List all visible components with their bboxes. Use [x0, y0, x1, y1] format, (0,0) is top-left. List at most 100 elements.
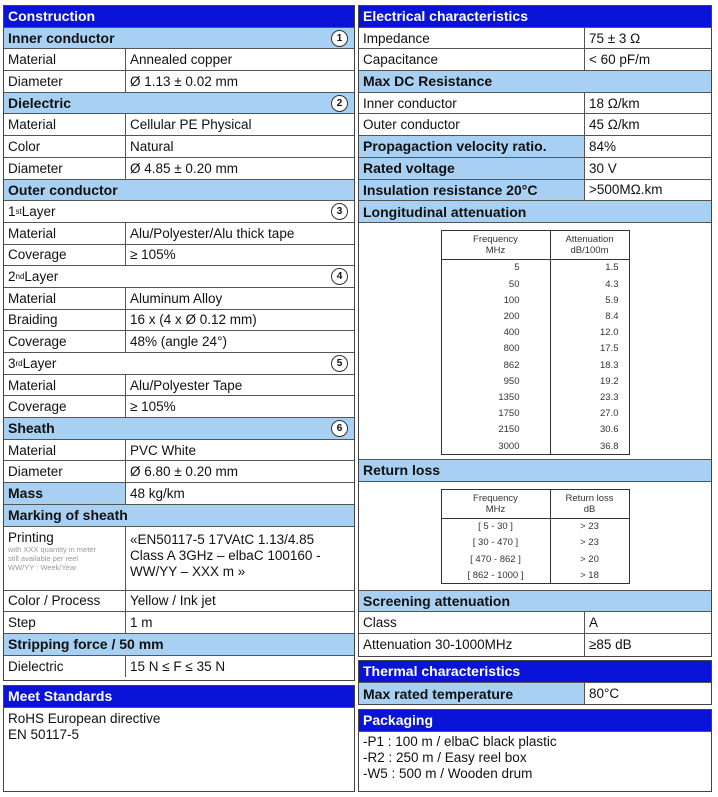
spec-label: Diameter	[4, 157, 126, 179]
column-header-line: Attenuation	[565, 233, 614, 245]
section-title-dielectric-text: Dielectric	[8, 95, 72, 112]
spec-value: A	[589, 615, 599, 631]
table-row: 800 17.5	[441, 340, 629, 357]
frequency-cell: 1750	[441, 405, 551, 422]
spec-row: Material PVC White	[4, 439, 354, 462]
spec-value: PVC White	[130, 442, 197, 458]
frequency-cell: 1350	[441, 389, 551, 406]
table-row: 1350 23.3	[441, 389, 629, 406]
table-row: [ 30 - 470 ] > 23	[441, 534, 629, 551]
spec-row: Coverage ≥ 105%	[4, 244, 354, 267]
electrical-panel: Electrical characteristics Impedance 75 ± …	[358, 5, 712, 657]
frequency-cell: 3000	[441, 437, 551, 455]
spec-value: 30 V	[589, 160, 617, 176]
table-row: 1750 27.0	[441, 405, 629, 422]
section-title-thermal: Thermal characteristics	[359, 661, 711, 683]
spec-label: Propagaction velocity ratio.	[359, 136, 585, 157]
value-cell: 30.6	[600, 424, 619, 436]
standard-item: EN 50117-5	[8, 726, 80, 742]
spec-label: Mass	[4, 483, 126, 504]
circled-number-badge: 4	[331, 268, 348, 286]
spec-value: ≥ 105%	[130, 247, 176, 263]
circled-number-badge: 2	[331, 94, 348, 112]
return-loss-table: Frequency MHz Return loss dB[ 5 - 30 ] > 23[…	[440, 488, 630, 585]
frequency-cell: 5	[441, 259, 551, 277]
standards-panel: Meet Standards RoHS European directive EN …	[3, 685, 355, 792]
column-header-line: Return loss	[565, 492, 614, 504]
spec-label: Max rated temperature	[359, 682, 585, 705]
spec-label: Step	[4, 612, 126, 633]
spec-value: 18 Ω/km	[589, 95, 640, 111]
circled-number-badge: 1	[331, 29, 348, 47]
spec-value: ≥ 105%	[130, 399, 176, 415]
spec-row: Step 1 m	[4, 612, 354, 634]
spec-value: 1 m	[130, 615, 153, 631]
value-cell: 17.5	[600, 343, 619, 355]
spec-value: Alu/Polyester Tape	[130, 377, 243, 393]
layer-number: 3	[8, 355, 16, 371]
frequency-cell: 100	[441, 292, 551, 309]
spec-label: Material	[4, 222, 126, 244]
spec-row: Capacitance < 60 pF/m	[359, 49, 711, 72]
spec-label: Diameter	[4, 461, 126, 483]
spec-value: Aluminum Alloy	[130, 290, 223, 306]
spec-label: Rated voltage	[359, 157, 585, 179]
printing-value: «EN50117-5 17VAtC 1.13/4.85 Class A 3GHz …	[126, 527, 354, 590]
printing-note: still available per reel	[8, 553, 79, 563]
packaging-list: -P1 : 100 m / elbaC black plastic -R2 : 2…	[359, 732, 711, 785]
value-cell: > 23	[580, 521, 599, 533]
frequency-cell: 862	[441, 357, 551, 374]
spec-row: Material Alu/Polyester/Alu thick tape	[4, 222, 354, 245]
frequency-cell: [ 862 - 1000 ]	[441, 567, 551, 584]
spec-value: >500MΩ.km	[589, 182, 663, 198]
column-header-line: Frequency	[473, 492, 518, 504]
spec-value: < 60 pF/m	[589, 52, 651, 68]
spec-label: Braiding	[4, 309, 126, 331]
value-cell: 19.2	[600, 375, 619, 387]
spec-label: Dielectric	[4, 655, 126, 678]
circled-number-badge: 3	[331, 203, 348, 221]
section-title-max-dc-resistance: Max DC Resistance	[359, 71, 711, 93]
table-row: [ 470 - 862 ] > 20	[441, 550, 629, 568]
spec-label: Impedance	[359, 27, 585, 49]
spec-row: Impedance 75 ± 3 Ω	[359, 27, 711, 50]
section-title-construction: Construction	[4, 6, 354, 28]
section-title-marking: Marking of sheath	[4, 504, 354, 527]
table-row: 862 18.3	[441, 357, 629, 374]
longitudinal-table: Frequency MHz Attenuation dB/100m 5 1.5 50 4.3 1…	[440, 229, 630, 456]
section-title-return-loss: Return loss	[359, 459, 711, 482]
printing-value-line: «EN50117-5 17VAtC 1.13/4.85	[130, 531, 315, 547]
value-cell: 23.3	[600, 391, 619, 403]
spec-value: Yellow / Ink jet	[130, 593, 216, 609]
value-cell: 12.0	[600, 327, 619, 339]
spec-row: Material Aluminum Alloy	[4, 287, 354, 310]
spec-value: Ø 6.80 ± 0.20 mm	[130, 464, 238, 480]
spec-label: Diameter	[4, 71, 126, 92]
section-title-electrical: Electrical characteristics	[359, 6, 711, 28]
section-title-packaging: Packaging	[359, 710, 711, 732]
layer-number: 1	[8, 204, 16, 220]
table-header-row: Frequency MHz Attenuation dB/100m	[441, 230, 629, 260]
table-row: 950 19.2	[441, 373, 629, 390]
frequency-cell: [ 30 - 470 ]	[441, 534, 551, 551]
value-cell: 8.4	[605, 311, 619, 323]
section-title-inner-conductor-text: Inner conductor	[8, 30, 115, 47]
value-cell: 27.0	[600, 408, 619, 420]
spec-label: Coverage	[4, 396, 126, 418]
table-box: Frequency MHz Return loss dB[ 5 - 30 ] > 23[…	[359, 482, 711, 591]
spec-label: Coverage	[4, 244, 126, 266]
column-header-line: MHz	[485, 244, 506, 256]
spec-row: Diameter Ø 6.80 ± 0.20 mm	[4, 461, 354, 484]
layer-ordinal-suffix: rd	[15, 358, 23, 368]
thermal-panel: Thermal characteristics Max rated tempera…	[358, 660, 712, 705]
spec-row: Insulation resistance 20°C >500MΩ.km	[359, 179, 711, 202]
spec-row: Material Alu/Polyester Tape	[4, 374, 354, 397]
spec-value: Annealed copper	[130, 52, 233, 68]
spec-row: Rated voltage 30 V	[359, 157, 711, 180]
spec-label: Color / Process	[4, 590, 126, 612]
spec-label: Material	[4, 439, 126, 461]
spec-row: Diameter Ø 4.85 ± 0.20 mm	[4, 157, 354, 180]
column-header-line: dB	[583, 503, 596, 515]
